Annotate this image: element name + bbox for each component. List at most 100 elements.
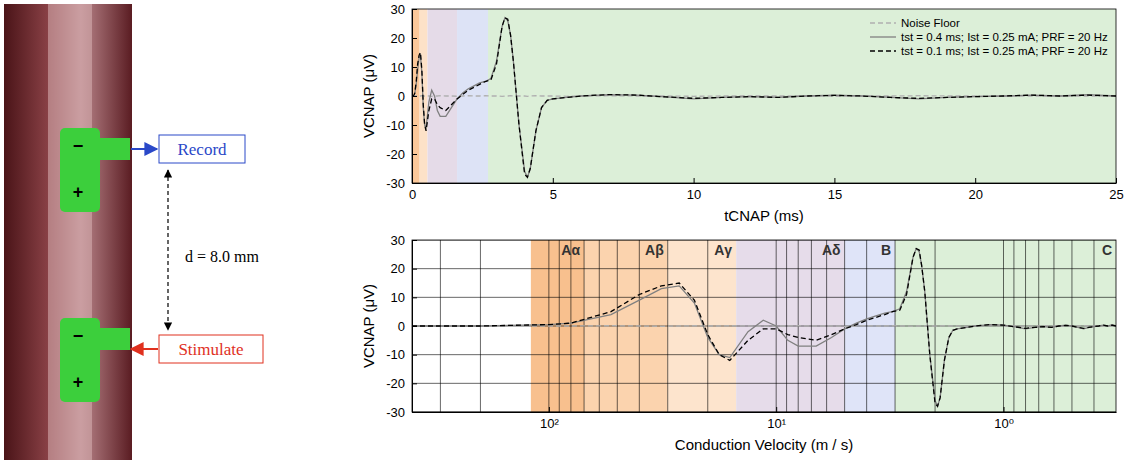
grid-line-y [412, 297, 1116, 298]
chart: AαAβAγAδBC10²10¹10⁰-30-20-100102030Condu… [360, 233, 1116, 453]
tick-mark [412, 125, 417, 126]
tick-label: 30 [391, 2, 405, 17]
series-line [412, 18, 1116, 178]
tick-label: 25 [1109, 187, 1123, 202]
tick-mark [412, 297, 417, 298]
x-axis-title: Conduction Velocity (m / s) [675, 436, 853, 453]
band-label: Aβ [645, 242, 664, 258]
velocity-band [412, 9, 420, 183]
tick-label: -20 [386, 376, 405, 391]
tick: -10 [386, 118, 417, 133]
electrode-lead [98, 328, 130, 350]
axis-line [413, 412, 1117, 413]
electrode-body [60, 318, 100, 402]
axis-line [413, 183, 1117, 184]
band-label: C [1102, 242, 1112, 258]
tick: -30 [386, 176, 417, 191]
tick: -20 [386, 376, 417, 391]
tick: 20 [391, 261, 417, 276]
tick-label: 30 [391, 233, 405, 248]
plot-frame [412, 9, 1116, 183]
plot-frame [412, 240, 1116, 412]
tick: 30 [391, 233, 417, 248]
electrode-body [60, 128, 100, 212]
record-arrow [131, 148, 157, 150]
electrode-plus: + [73, 182, 84, 202]
legend-swatch [870, 50, 896, 51]
tick-label: 10² [540, 416, 559, 431]
grid-line-x [1025, 240, 1026, 412]
record-label: Record [177, 140, 227, 159]
tick-label: -30 [386, 176, 405, 191]
tick-label: 15 [828, 187, 842, 202]
tick-mark [412, 412, 417, 413]
tick-label: -30 [386, 405, 405, 420]
tick-mark [412, 38, 417, 39]
distance-label: d = 8.0 mm [185, 248, 259, 265]
electrode: −+ [60, 318, 130, 402]
grid-line-y [412, 268, 1116, 269]
tick-mark [834, 178, 835, 183]
series-line [412, 249, 1116, 407]
stimulate-arrow [131, 348, 158, 350]
band-label: Aδ [822, 242, 841, 258]
tick-mark [549, 407, 550, 412]
tick-label: 20 [391, 31, 405, 46]
tick-mark [412, 383, 417, 384]
legend-swatch [870, 22, 896, 23]
tick: 10 [687, 178, 701, 202]
tick-mark [553, 178, 554, 183]
electrode-minus: − [73, 326, 84, 346]
tick-mark [694, 178, 695, 183]
x-axis: 10² 10¹ 10⁰ [413, 407, 1117, 431]
tick-label: 0 [409, 187, 416, 202]
tick-label: 10 [391, 60, 405, 75]
tick-label: -10 [386, 347, 405, 362]
legend: Noise Floor tst = 0.4 ms; Ist = 0.25 mA; … [870, 17, 1108, 57]
tick: 0 [398, 319, 417, 334]
tick-mark [412, 355, 417, 356]
record-box [159, 135, 245, 163]
figure: −+−+RecordStimulated = 8.0 mm0510152025-… [0, 0, 1129, 466]
tick-mark [412, 9, 417, 10]
electrode-plus: + [73, 372, 84, 392]
grid-line-x [570, 240, 571, 412]
tick-mark [412, 183, 417, 184]
legend-label: tst = 0.4 ms; Ist = 0.25 mA; PRF = 20 Hz [901, 31, 1108, 43]
grid-line-x [786, 240, 787, 412]
plot-background [412, 9, 1116, 183]
legend-swatch [870, 36, 896, 37]
legend-label: Noise Floor [901, 17, 960, 29]
tick: 25 [1109, 178, 1123, 202]
tick-label: 0 [398, 89, 405, 104]
tick: 30 [391, 2, 417, 17]
x-axis: 0 5 10 15 20 25 [409, 178, 1124, 202]
tick: 15 [828, 178, 842, 202]
tick-label: 10¹ [767, 416, 786, 431]
tick-mark [975, 178, 976, 183]
tick-label: 20 [391, 261, 405, 276]
y-axis: -30-20-100102030 [386, 233, 417, 420]
tick: -20 [386, 147, 417, 162]
y-axis: -30 -20 -10 0 10 20 30 [386, 2, 417, 191]
tick-label: 10⁰ [994, 416, 1014, 431]
x-axis-title: tCNAP (ms) [724, 207, 804, 224]
tick-mark [412, 326, 417, 327]
tick: 10¹ [767, 407, 786, 431]
tick-mark [412, 96, 417, 97]
tick: 20 [968, 178, 982, 202]
tick: 10⁰ [994, 407, 1014, 431]
grid-line-y [412, 383, 1116, 384]
tick: 5 [550, 178, 557, 202]
photo: −+−+ [4, 4, 132, 460]
tick-label: 5 [550, 187, 557, 202]
band-label: Aγ [714, 242, 732, 258]
grid-line-x [826, 240, 827, 412]
tick-label: 0 [398, 319, 405, 334]
electrode-minus: − [73, 136, 84, 156]
photo-background [4, 4, 132, 460]
legend-label: tst = 0.1 ms; Ist = 0.25 mA; PRF = 20 Hz [901, 45, 1108, 57]
distance-arrow [167, 170, 168, 330]
tick-mark [776, 407, 777, 412]
tick-label: -20 [386, 147, 405, 162]
